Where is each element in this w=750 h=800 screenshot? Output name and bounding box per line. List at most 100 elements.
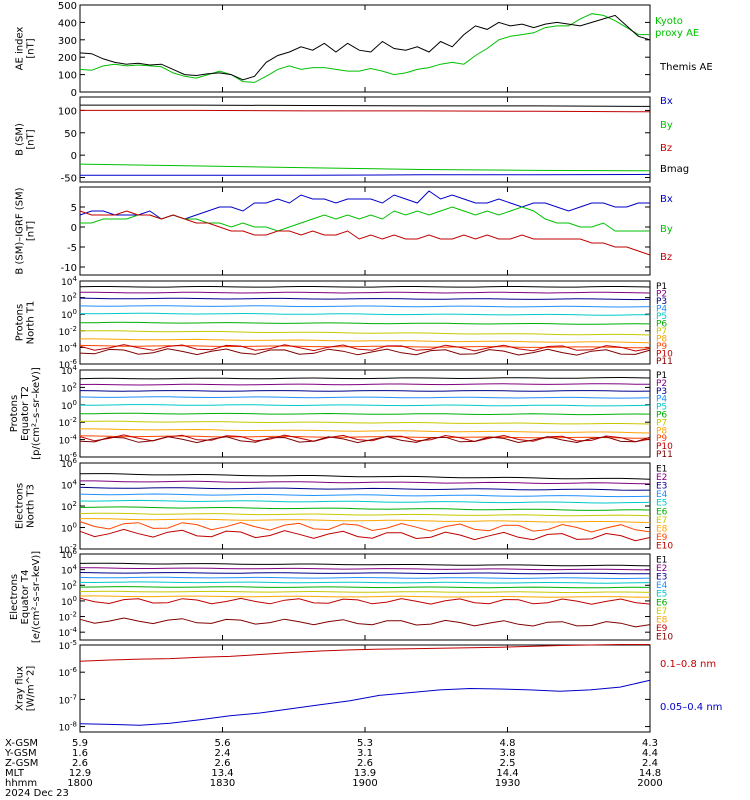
y-tick-label: 106 — [61, 548, 77, 561]
y-axis-label-7-2: [e/(cm²–s–sr–keV)] — [31, 551, 42, 643]
y-axis-label-3-0: B (SM)–IGRF (SM) — [15, 187, 26, 274]
channel-E5 — [79, 581, 651, 584]
y-axis-label-7-0: Electrons — [9, 574, 20, 620]
channel-E3 — [79, 486, 651, 491]
channel-P4 — [79, 396, 651, 399]
ephem-value: 5.9 — [72, 738, 88, 749]
channel-E7 — [79, 590, 651, 593]
channel-E6 — [79, 586, 651, 589]
y-tick-label: 5 — [71, 203, 77, 214]
y-tick-label: 104 — [61, 479, 77, 492]
y-tick-label: 10-6 — [59, 358, 78, 371]
ephem-date: 2024 Dec 23 — [5, 788, 69, 799]
channel-E9 — [79, 521, 651, 533]
y-tick-label: 102 — [61, 579, 77, 592]
y-tick-label: 10-2 — [59, 325, 77, 338]
y-tick-label: 104 — [61, 564, 77, 577]
legend-p3: P3 — [656, 297, 667, 307]
panel-frame-1 — [79, 4, 651, 93]
legend-e5: E5 — [656, 590, 667, 600]
y-axis-label-4-0: Protons — [15, 304, 26, 341]
series-by — [79, 163, 651, 172]
channel-E4 — [79, 576, 651, 580]
channel-P11 — [79, 436, 651, 444]
y-tick-label: 100 — [61, 522, 77, 535]
channel-E8 — [79, 595, 651, 598]
channel-P10 — [79, 434, 651, 443]
y-axis-label-3-1: [nT] — [26, 221, 37, 241]
legend-bz: Bz — [660, 143, 672, 154]
channel-E6 — [79, 506, 651, 511]
y-tick-label: 102 — [61, 500, 77, 513]
ephem-value: 2000 — [637, 778, 662, 789]
channel-P7 — [79, 330, 651, 336]
series-bz — [79, 210, 651, 256]
legend-e6: E6 — [656, 598, 668, 608]
legend-p9: P9 — [656, 434, 667, 444]
y-tick-label: 400 — [58, 18, 77, 29]
channel-P5 — [79, 312, 651, 316]
ephem-label-z-gsm: Z-GSM — [5, 758, 38, 769]
channel-E3 — [79, 572, 651, 575]
ephem-value: 14.8 — [639, 768, 661, 779]
channel-P6 — [79, 321, 651, 325]
legend-xray-short: 0.05–0.4 nm — [660, 702, 722, 713]
y-tick-label: -10 — [61, 263, 77, 274]
legend-p8: P8 — [656, 426, 667, 436]
legend-p5: P5 — [656, 403, 667, 413]
channel-E7 — [79, 512, 651, 517]
legend-e2: E2 — [656, 564, 667, 574]
ephem-value: 1930 — [495, 778, 520, 789]
legend-p10: P10 — [656, 442, 673, 452]
legend-e6: E6 — [656, 507, 668, 517]
ephem-value: 12.9 — [69, 768, 91, 779]
legend-p10: P10 — [656, 350, 673, 360]
legend-bmag: Bmag — [660, 164, 689, 175]
series-themis-ae — [79, 14, 651, 81]
series-kyoto-proxy-ae — [79, 13, 650, 83]
channel-E10 — [79, 617, 651, 628]
channel-P3 — [79, 297, 651, 301]
series-by — [80, 206, 650, 232]
legend-e2: E2 — [656, 473, 667, 483]
ephem-value: 1900 — [352, 778, 377, 789]
y-tick-label: 104 — [61, 364, 77, 377]
y-tick-label: -5 — [67, 243, 77, 254]
channel-P1 — [79, 286, 651, 288]
legend-e4: E4 — [656, 581, 668, 591]
y-axis-label-5-0: Protons — [9, 395, 20, 432]
ephem-label-hhmm: hhmm — [5, 778, 37, 789]
legend-e10: E10 — [656, 542, 673, 552]
y-tick-label: 100 — [61, 308, 77, 321]
legend-e1: E1 — [656, 464, 667, 474]
legend-e7: E7 — [656, 516, 667, 526]
legend-by: By — [660, 120, 673, 131]
legend-e7: E7 — [656, 607, 667, 617]
y-tick-label: 10-6 — [59, 666, 78, 679]
y-tick-label: -50 — [61, 174, 77, 185]
y-tick-label: 0 — [71, 151, 77, 162]
ephem-value: 3.1 — [357, 748, 373, 759]
legend-e8: E8 — [656, 616, 668, 626]
legend-kyoto: proxy AE — [655, 28, 699, 39]
channel-E8 — [80, 518, 651, 523]
ephem-value: 14.4 — [496, 768, 518, 779]
series-xray — [79, 644, 650, 662]
legend-e1: E1 — [656, 555, 667, 565]
ephem-value: 2.5 — [500, 758, 516, 769]
channel-E2 — [80, 567, 651, 571]
ephem-label-y-gsm: Y-GSM — [4, 748, 37, 759]
series-bx — [80, 173, 651, 176]
legend-p1: P1 — [656, 282, 667, 292]
channel-E5 — [79, 499, 651, 504]
legend-e3: E3 — [656, 573, 667, 583]
legend-e5: E5 — [656, 499, 667, 509]
channel-P1 — [79, 376, 651, 380]
legend-dbz: Bz — [660, 252, 672, 263]
y-axis-label-1-0: AE index — [15, 27, 26, 71]
legend-p2: P2 — [656, 379, 667, 389]
y-tick-label: 100 — [58, 71, 77, 82]
y-tick-label: 10-5 — [59, 639, 77, 652]
y-axis-label-2-0: B (SM) — [15, 123, 26, 156]
legend-e9: E9 — [656, 624, 668, 634]
